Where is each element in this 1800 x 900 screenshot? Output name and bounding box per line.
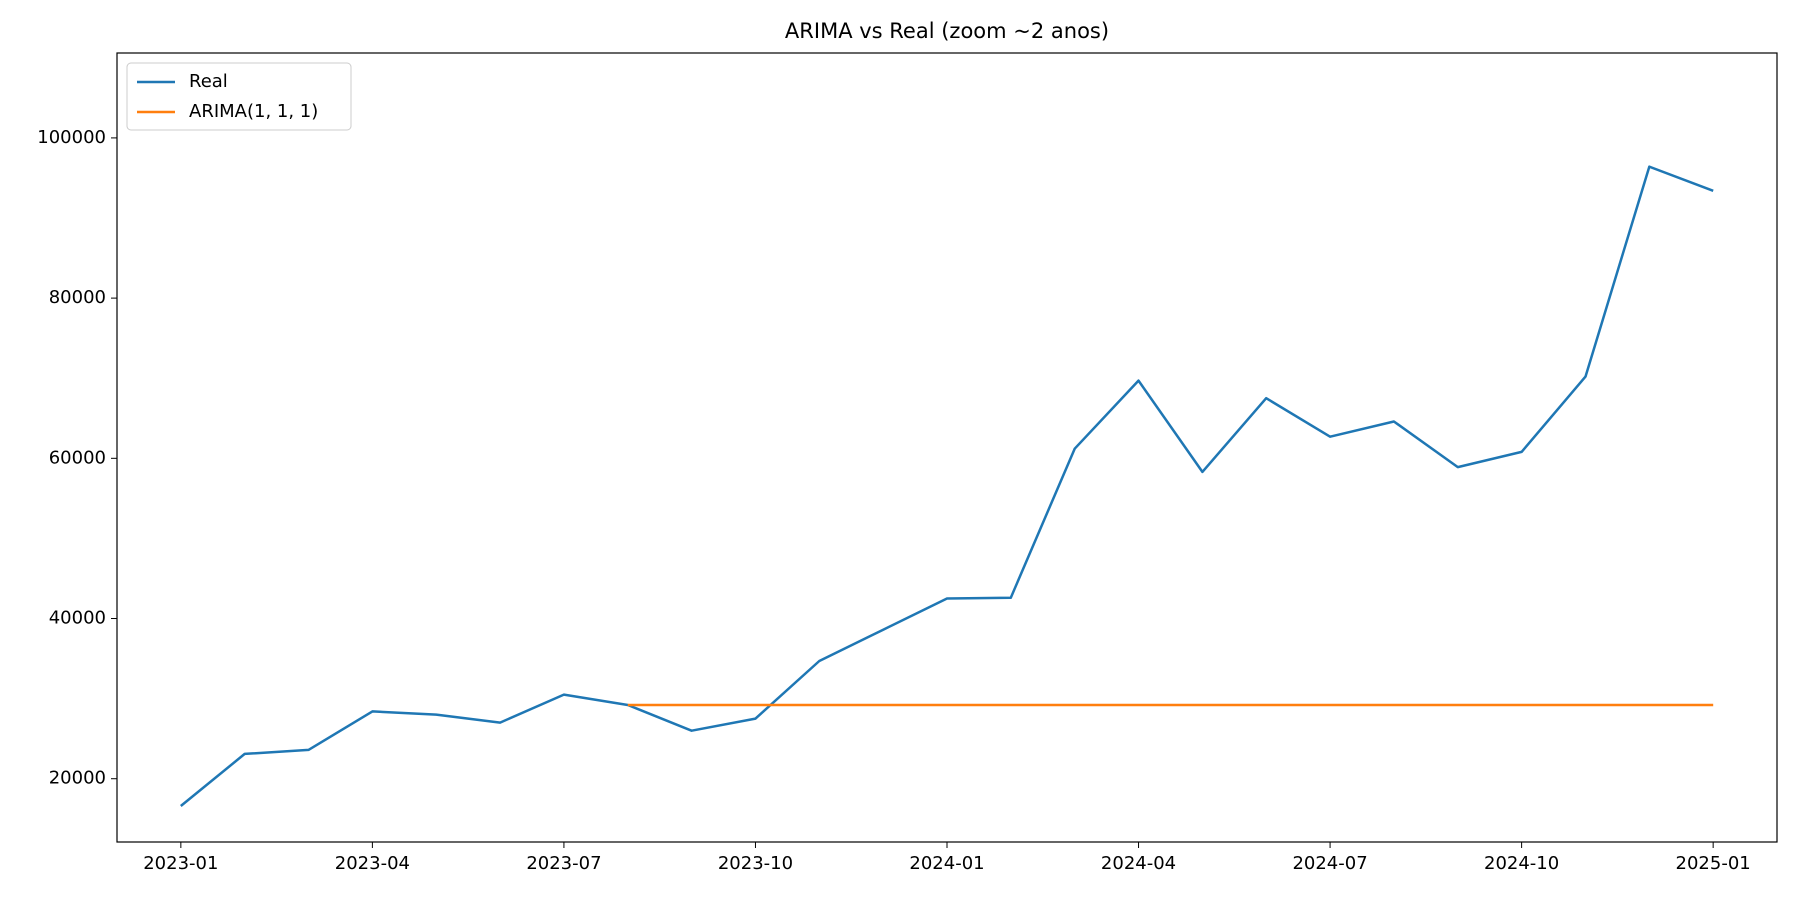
y-tick-label: 40000 [49, 608, 106, 629]
x-tick-label: 2023-10 [718, 853, 793, 874]
legend: Real ARIMA(1, 1, 1) [126, 62, 352, 131]
x-tick-label: 2024-04 [1101, 853, 1176, 874]
series-line [180, 165, 1714, 807]
x-tick-label: 2024-10 [1484, 853, 1559, 874]
x-tick-label: 2025-01 [1676, 853, 1751, 874]
y-tick-label: 20000 [49, 768, 106, 789]
x-tick-label: 2023-07 [526, 853, 601, 874]
plot-frame [116, 52, 1778, 843]
x-tick-label: 2023-01 [143, 853, 218, 874]
y-tick-label: 60000 [49, 447, 106, 468]
legend-label: ARIMA(1, 1, 1) [189, 101, 318, 122]
legend-label: Real [189, 71, 228, 92]
x-tick-label: 2024-01 [909, 853, 984, 874]
x-tick-label: 2024-07 [1292, 853, 1367, 874]
legend-box [126, 62, 352, 131]
y-tick-label: 80000 [49, 287, 106, 308]
x-tick-label: 2023-04 [335, 853, 410, 874]
chart-title: ARIMA vs Real (zoom ~2 anos) [785, 19, 1109, 43]
y-tick-label: 100000 [37, 127, 106, 148]
